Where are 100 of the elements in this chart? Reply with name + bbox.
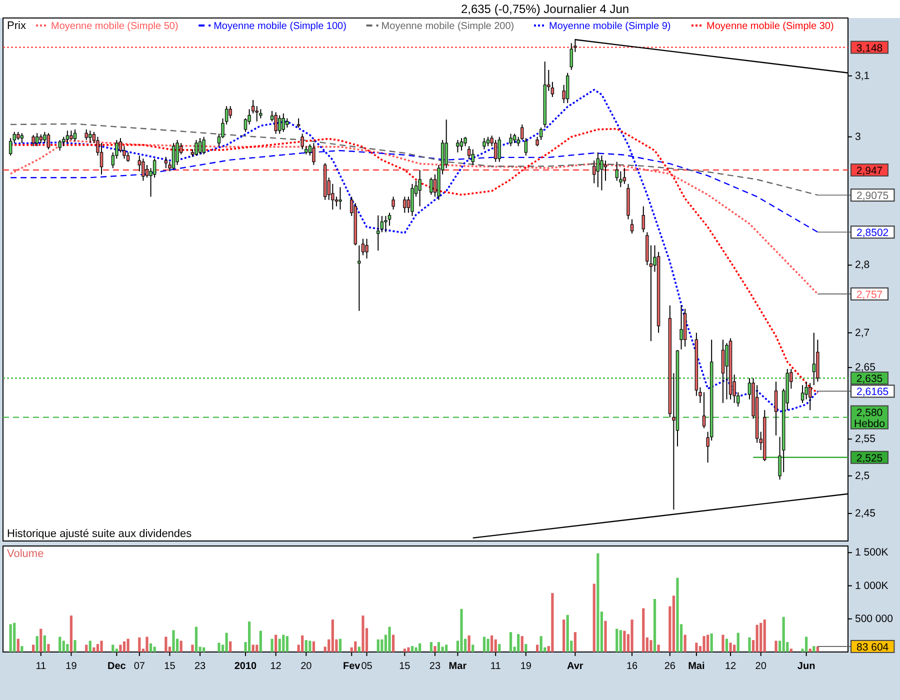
- bar: [410, 646, 414, 652]
- bar: [88, 640, 92, 652]
- bar: [13, 622, 16, 652]
- bar: [194, 626, 198, 652]
- x-tick-label: 19: [520, 661, 532, 672]
- candlestick: [43, 131, 46, 144]
- candlestick: [358, 244, 361, 312]
- bar: [392, 634, 395, 652]
- x-tick-label: 19: [66, 661, 78, 672]
- candlestick: [365, 238, 368, 260]
- candlestick: [604, 160, 608, 182]
- candlestick: [642, 206, 645, 233]
- candlestick: [600, 155, 604, 191]
- bar: [684, 634, 686, 652]
- bar: [259, 630, 262, 652]
- candlestick: [255, 106, 258, 122]
- annotation: 2,757: [856, 288, 883, 301]
- bar: [736, 632, 740, 652]
- bar: [702, 636, 706, 652]
- bar: [218, 642, 220, 652]
- bar: [517, 634, 520, 652]
- x-tick-label: Mar: [448, 661, 467, 672]
- candlestick: [20, 132, 24, 144]
- candlestick: [361, 238, 365, 256]
- candlestick: [464, 136, 467, 147]
- bar: [760, 622, 762, 652]
- bar: [20, 646, 24, 652]
- y-tick-label: 3,1: [855, 70, 870, 82]
- candlestick: [278, 114, 282, 134]
- bar: [312, 641, 316, 652]
- candlestick: [498, 136, 501, 162]
- candlestick: [338, 186, 342, 210]
- y-tick-label: 2,65: [855, 362, 876, 374]
- bar: [70, 616, 73, 652]
- candlestick: [388, 212, 392, 226]
- bar: [434, 646, 436, 652]
- bar: [180, 640, 182, 652]
- bar: [96, 644, 100, 652]
- bar: [812, 646, 816, 652]
- bar: [790, 648, 792, 652]
- candlestick: [460, 138, 464, 152]
- x-tick-label: 16: [626, 661, 638, 672]
- candlestick: [467, 146, 471, 160]
- candlestick: [202, 136, 206, 155]
- bar: [623, 630, 626, 652]
- candlestick: [410, 183, 414, 216]
- x-tick-label: 26: [664, 661, 676, 672]
- bar: [16, 638, 20, 652]
- annotation: 2,9075: [856, 190, 889, 202]
- candlestick: [392, 196, 395, 210]
- x-tick-label: 15: [399, 661, 411, 672]
- bar: [808, 648, 812, 652]
- bar: [358, 646, 360, 652]
- bar: [592, 584, 596, 652]
- x-tick-label: 23: [429, 661, 441, 672]
- candlestick: [142, 158, 145, 182]
- bar: [202, 647, 206, 652]
- candlestick: [430, 177, 433, 196]
- bar: [695, 642, 698, 652]
- legend-label: Moyenne mobile (Simple 50): [51, 21, 178, 32]
- legend-label: Moyenne mobile (Simple 30): [706, 21, 834, 32]
- bar: [270, 638, 274, 652]
- bar: [74, 640, 76, 652]
- annotation: Historique ajusté suite aux dividendes: [7, 528, 192, 540]
- bar: [562, 620, 566, 652]
- bar: [486, 638, 490, 652]
- bar: [119, 644, 122, 652]
- y-tick-label: 2,8: [855, 259, 870, 272]
- bar: [403, 648, 406, 652]
- annotation: 2,8502: [856, 227, 889, 240]
- bar: [445, 644, 448, 652]
- chart-title: 2,635 (-0,75%) Journalier 4 Jun: [460, 2, 630, 16]
- bar: [354, 641, 357, 652]
- line-series: [10, 88, 819, 412]
- bar: [40, 628, 42, 652]
- bar: [164, 636, 168, 652]
- candlestick: [570, 42, 573, 70]
- candlestick: [145, 164, 149, 178]
- bar: [47, 644, 50, 652]
- bar: [657, 644, 660, 652]
- candlestick: [100, 142, 104, 175]
- bar: [653, 599, 656, 652]
- candlestick: [88, 130, 92, 144]
- bar: [763, 620, 766, 652]
- candlestick: [509, 133, 512, 147]
- bar: [509, 632, 512, 652]
- x-tick-label: Jun: [797, 661, 816, 672]
- x-tick-label: 15: [164, 661, 176, 672]
- candlestick: [380, 216, 384, 233]
- x-tick-label: 20: [300, 661, 312, 672]
- candlestick: [774, 381, 778, 436]
- bar: [672, 596, 675, 652]
- bar: [540, 636, 542, 652]
- x-tick-label: 12: [724, 661, 737, 672]
- bar: [706, 634, 710, 652]
- bar: [619, 630, 622, 652]
- x-tick-label: 07: [134, 661, 146, 672]
- bar: [524, 644, 528, 652]
- candlestick: [403, 196, 406, 214]
- ref-line-label: 2,580 Hebdo: [854, 406, 886, 430]
